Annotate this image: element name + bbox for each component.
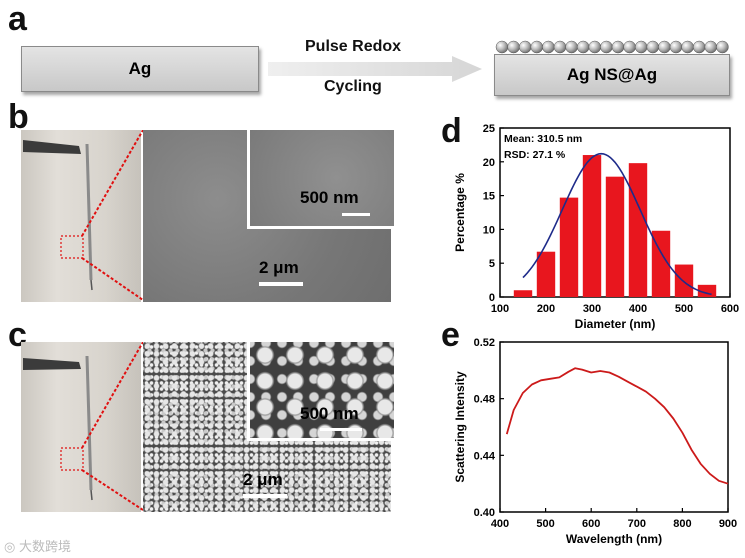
x-tick-label: 700 <box>628 518 646 530</box>
nanosphere <box>507 40 520 54</box>
x-tick-label: 600 <box>721 303 739 315</box>
y-tick-label: 15 <box>483 191 495 203</box>
x-tick-label: 100 <box>491 303 509 315</box>
spectrum-line <box>505 367 729 485</box>
scale-label-b-main: 2 μm <box>259 258 299 277</box>
histogram-bar <box>582 155 602 297</box>
nanosphere <box>530 40 544 54</box>
scale-label-b-inset: 500 nm <box>300 188 359 207</box>
histogram-annotation: Mean: 310.5 nm <box>504 133 582 145</box>
watermark-text: 大数跨境 <box>18 539 71 554</box>
scale-bar-c-inset <box>320 428 362 431</box>
sem-image-c: 500 nm 2 μm <box>143 342 394 512</box>
panel-label-b: b <box>8 98 29 136</box>
nanosphere <box>658 40 671 54</box>
y-tick-label: 25 <box>483 123 495 135</box>
histogram-bar <box>628 163 648 297</box>
y-tick-label: 20 <box>483 157 495 169</box>
x-tick-label: 400 <box>491 518 509 530</box>
y-tick-label: 0 <box>489 292 495 304</box>
x-tick-label: 800 <box>673 518 691 530</box>
y-tick-label: 0.40 <box>474 507 495 519</box>
needle-photo-c <box>21 342 141 512</box>
y-tick-label: 0.44 <box>474 450 496 462</box>
scale-bar-b-inset <box>342 213 370 216</box>
y-tick-label: 5 <box>489 258 495 270</box>
x-tick-label: 300 <box>583 303 601 315</box>
x-axis-label: Diameter (nm) <box>575 317 656 331</box>
x-axis-label: Wavelength (nm) <box>566 532 662 546</box>
nanosphere <box>518 40 532 54</box>
scattering-spectrum-chart: 400 500 600 700 800 900 0.40 0.44 0.48 0.52 Wavele… <box>455 337 737 546</box>
nanosphere <box>634 40 648 54</box>
nanosphere <box>716 40 729 54</box>
needle-photo-b <box>21 130 141 302</box>
watermark-logo-icon: ◎ <box>4 539 16 554</box>
nanosphere <box>704 40 718 54</box>
sem-image-b: 500 nm 2 μm <box>143 130 394 302</box>
panel-label-d: d <box>441 112 462 150</box>
nanosphere <box>600 40 613 54</box>
ag-box-label: Ag <box>128 59 152 78</box>
nanosphere <box>576 40 590 54</box>
scale-bar-c-main <box>243 494 287 498</box>
histogram-bar <box>651 230 671 297</box>
nanosphere-row <box>495 40 729 54</box>
histogram-annotation: RSD: 27.1 % <box>504 149 566 161</box>
ag-substrate-box: Ag <box>21 46 259 92</box>
histogram-bar <box>559 197 579 297</box>
x-tick-label: 200 <box>537 303 555 315</box>
x-tick-label: 600 <box>582 518 600 530</box>
nanosphere <box>553 40 567 54</box>
x-tick-label: 400 <box>629 303 647 315</box>
arrow-label-top: Pulse Redox <box>305 38 402 55</box>
nanosphere <box>669 40 683 54</box>
x-tick-label: 900 <box>719 518 737 530</box>
nanosphere <box>646 40 660 54</box>
gaussian-fit-curve <box>522 152 712 296</box>
histogram-chart: 100 200 300 400 500 600 0 5 10 15 20 25 Diameter (nm… <box>455 123 739 331</box>
y-axis-label: Scattering Intensity <box>455 371 467 483</box>
nanosphere <box>692 40 706 54</box>
scale-label-c-main: 2 μm <box>243 470 283 489</box>
nanosphere <box>495 40 509 54</box>
histogram-bar <box>605 176 625 297</box>
panel-label-e: e <box>441 316 460 354</box>
arrow-label-bottom: Cycling <box>324 78 382 95</box>
scale-label-c-inset: 500 nm <box>300 404 359 423</box>
needle-drawing-c <box>23 355 93 501</box>
needle-drawing-b <box>23 140 93 291</box>
panel-label-a: a <box>8 0 27 38</box>
y-tick-label: 10 <box>483 224 495 236</box>
watermark: ◎ 大数跨境 <box>4 536 71 555</box>
process-arrow <box>268 56 482 82</box>
x-tick-label: 500 <box>536 518 554 530</box>
y-axis-label: Percentage % <box>455 173 467 252</box>
nanosphere <box>623 40 636 54</box>
nanosphere <box>611 40 625 54</box>
zoom-lines-c <box>81 342 144 511</box>
x-tick-label: 500 <box>675 303 693 315</box>
plot-frame <box>499 341 729 513</box>
nanosphere <box>588 40 602 54</box>
zoom-lines-b <box>81 130 144 301</box>
nanosphere <box>681 40 694 54</box>
sem-inset-b: 500 nm <box>247 130 394 229</box>
y-tick-label: 0.48 <box>474 394 495 406</box>
ag-ns-box-label: Ag NS@Ag <box>566 65 658 84</box>
scale-bar-b-main <box>259 282 303 286</box>
histogram-bar <box>536 251 556 297</box>
y-tick-label: 0.52 <box>474 337 495 349</box>
ag-ns-box: Ag NS@Ag <box>494 54 730 96</box>
sem-inset-c: 500 nm <box>247 342 394 441</box>
histogram-bar <box>513 290 533 297</box>
nanosphere <box>565 40 578 54</box>
nanosphere <box>542 40 555 54</box>
